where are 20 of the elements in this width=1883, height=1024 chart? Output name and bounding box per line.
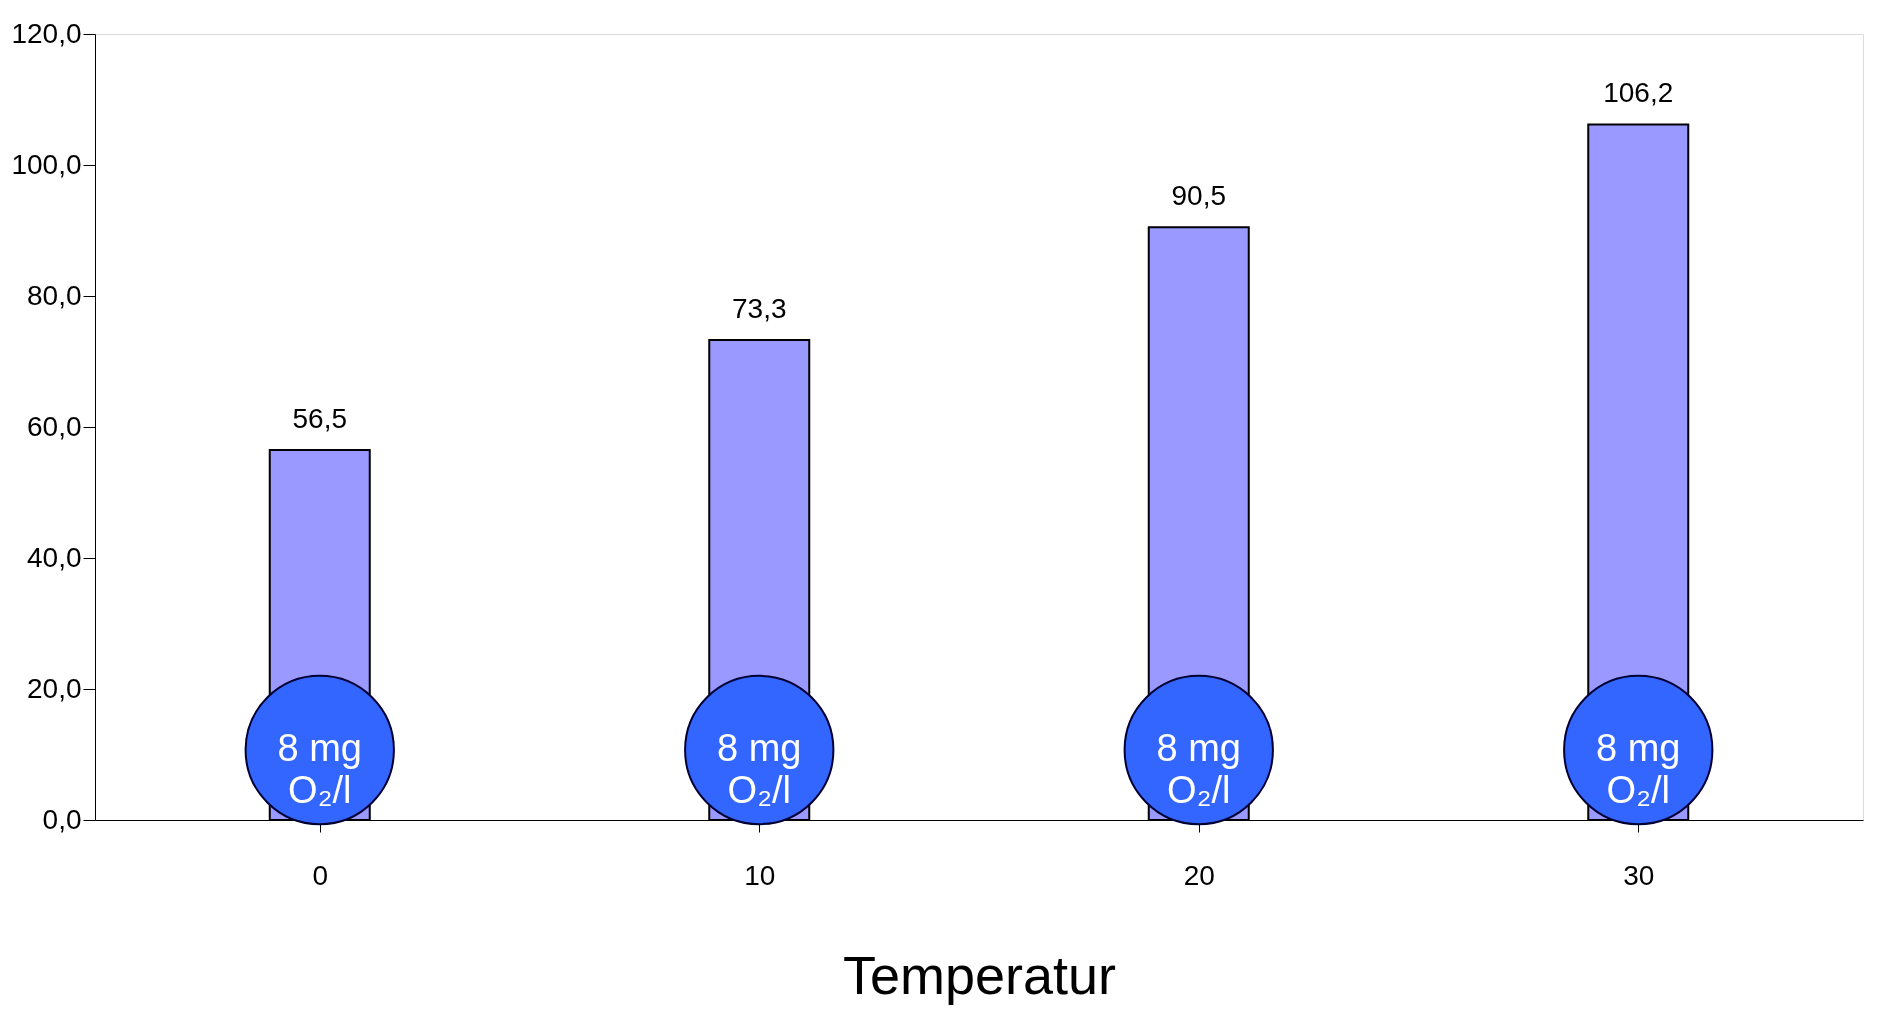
x-tick-label: 0: [312, 859, 329, 891]
y-tick-label: 20,0: [27, 672, 82, 704]
y-tick-label: 100,0: [11, 148, 82, 180]
annotation: 8 mg O₂/l: [1156, 727, 1241, 811]
annotation: 8 mg O₂/l: [1596, 727, 1681, 811]
x-tick-label: 30: [1623, 859, 1655, 891]
y-tick-label: 120,0: [11, 17, 82, 49]
y-tick-label: 0,0: [42, 803, 82, 835]
y-tick-label: 80,0: [27, 279, 82, 311]
data-label: 56,5: [292, 402, 347, 434]
data-label: 73,3: [732, 292, 787, 324]
annotation: 8 mg O₂/l: [717, 727, 802, 811]
x-tick-label: 20: [1183, 859, 1215, 891]
x-tick-label: 10: [744, 859, 776, 891]
y-tick-label: 40,0: [27, 541, 82, 573]
y-tick-label: 60,0: [27, 410, 82, 442]
x-axis-title: Temperatur: [842, 944, 1117, 1005]
data-label: 106,2: [1603, 77, 1674, 109]
data-label: 90,5: [1171, 180, 1226, 212]
annotation: 8 mg O₂/l: [277, 727, 362, 811]
